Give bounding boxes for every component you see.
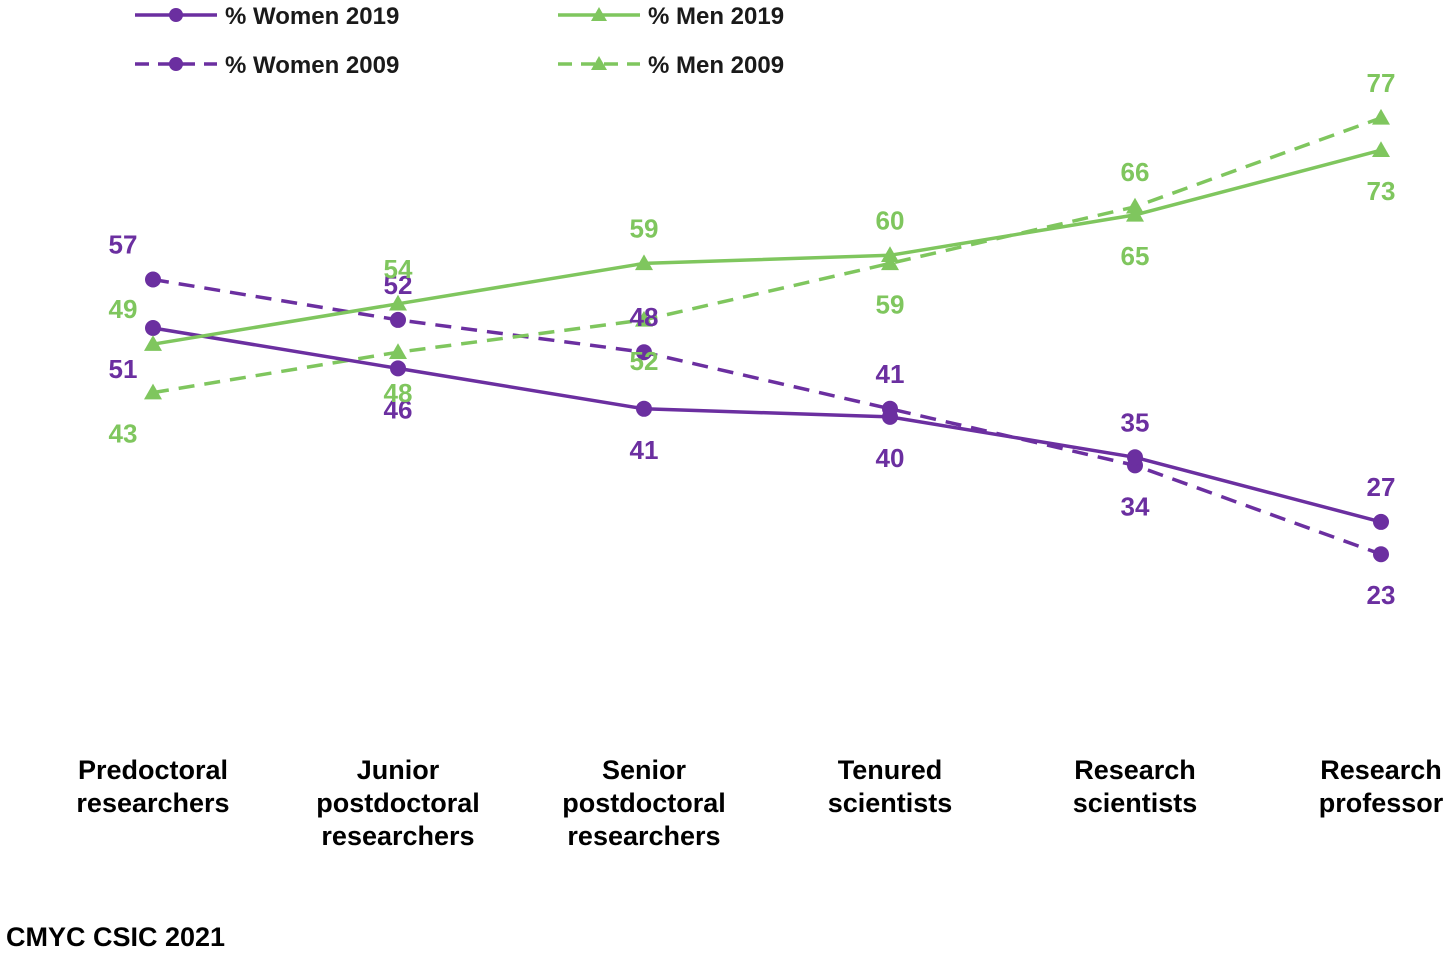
data-point-women-2009 (636, 344, 652, 361)
legend-label-men-2009: % Men 2009 (648, 52, 784, 79)
legend-marker-men-2019 (591, 7, 607, 21)
data-label: 27 (1367, 472, 1396, 502)
series-lines (152, 116, 1382, 556)
data-point-men-2009 (144, 383, 162, 400)
data-point-women-2009 (145, 271, 161, 288)
data-label: 65 (1121, 241, 1150, 271)
chart-legend: % Women 2019 % Men 2019 % Women 2009 % Men … (135, 3, 784, 79)
data-label: 60 (876, 205, 905, 235)
data-label: 41 (630, 435, 659, 465)
data-point-women-2019 (636, 400, 652, 417)
data-label: 48 (630, 302, 659, 332)
series-line-women-2009 (152, 277, 1382, 556)
data-point-men-2009 (881, 254, 899, 271)
data-label: 46 (384, 394, 413, 424)
data-label: 57 (109, 230, 138, 260)
x-tick-label-line: postdoctoral (562, 788, 726, 818)
data-point-women-2009 (390, 311, 406, 328)
data-point-men-2019 (144, 335, 162, 351)
data-label: 59 (630, 213, 659, 243)
data-point-men-2019 (635, 254, 653, 271)
x-tick-label-line: researchers (567, 821, 720, 851)
data-point-men-2009 (1126, 197, 1144, 214)
x-tick-label-line: Senior (602, 755, 687, 785)
data-label: 49 (109, 294, 138, 324)
data-label: 52 (384, 270, 413, 300)
x-tick-label: Tenured scientists (828, 755, 953, 818)
x-tick-label: Predoctoral researchers (76, 755, 229, 818)
data-label: 51 (109, 354, 138, 384)
x-tick-label-line: Predoctoral (78, 755, 228, 785)
x-tick-label-line: scientists (828, 788, 953, 818)
data-point-women-2019 (145, 320, 161, 336)
data-point-men-2019 (1372, 141, 1390, 157)
data-label: 41 (876, 359, 905, 389)
data-label: 34 (1121, 491, 1150, 521)
x-tick-label-line: Junior (357, 755, 440, 785)
x-tick-label: Junior postdoctoral researchers (316, 755, 480, 851)
data-point-men-2019 (1126, 205, 1144, 222)
data-label: 43 (109, 419, 138, 449)
data-label: 59 (876, 289, 905, 319)
data-point-men-2009 (635, 310, 653, 327)
legend-label-men-2019: % Men 2019 (648, 3, 784, 30)
legend-marker-women-2019 (169, 8, 183, 22)
x-tick-label-line: scientists (1073, 788, 1198, 818)
x-tick-label: Research professor (1319, 755, 1444, 818)
data-point-men-2009 (389, 343, 407, 359)
x-tick-label-line: professor (1319, 788, 1444, 818)
data-label: 66 (1121, 157, 1150, 187)
data-label: 40 (876, 443, 905, 473)
data-point-men-2019 (389, 294, 407, 311)
data-label: 54 (384, 254, 413, 284)
x-tick-label-line: Research (1074, 755, 1196, 785)
data-label: 23 (1367, 580, 1396, 610)
x-tick-label-line: researchers (321, 821, 474, 851)
data-point-women-2019 (1127, 449, 1143, 466)
data-point-women-2019 (882, 408, 898, 425)
data-label: 73 (1367, 176, 1396, 206)
series-line-women-2019 (152, 326, 1382, 524)
data-label: 77 (1367, 68, 1396, 98)
x-tick-label-line: Research (1320, 755, 1442, 785)
data-labels: 5157494346525448414859524041605935346566… (109, 68, 1396, 610)
data-point-women-2009 (1373, 546, 1389, 563)
x-tick-label: Senior postdoctoral researchers (562, 755, 726, 851)
data-label: 35 (1121, 407, 1150, 437)
legend-marker-men-2009 (591, 56, 607, 70)
data-point-men-2009 (1372, 108, 1390, 125)
data-point-women-2019 (390, 360, 406, 377)
legend-marker-women-2009 (169, 57, 183, 71)
series-line-men-2019 (152, 148, 1382, 346)
x-tick-label-line: Tenured (838, 755, 943, 785)
legend-label-women-2019: % Women 2019 (225, 3, 399, 30)
source-label: CMYC CSIC 2021 (6, 922, 226, 952)
data-point-men-2019 (881, 246, 899, 263)
legend-label-women-2009: % Women 2009 (225, 52, 399, 79)
series-line-men-2009 (152, 116, 1382, 395)
x-tick-label-line: researchers (76, 788, 229, 818)
data-point-women-2019 (1373, 513, 1389, 530)
x-tick-label: Research scientists (1073, 755, 1198, 818)
series-markers (144, 108, 1390, 563)
data-label: 52 (630, 346, 659, 376)
x-tick-label-line: postdoctoral (316, 788, 480, 818)
data-label: 48 (384, 378, 413, 408)
